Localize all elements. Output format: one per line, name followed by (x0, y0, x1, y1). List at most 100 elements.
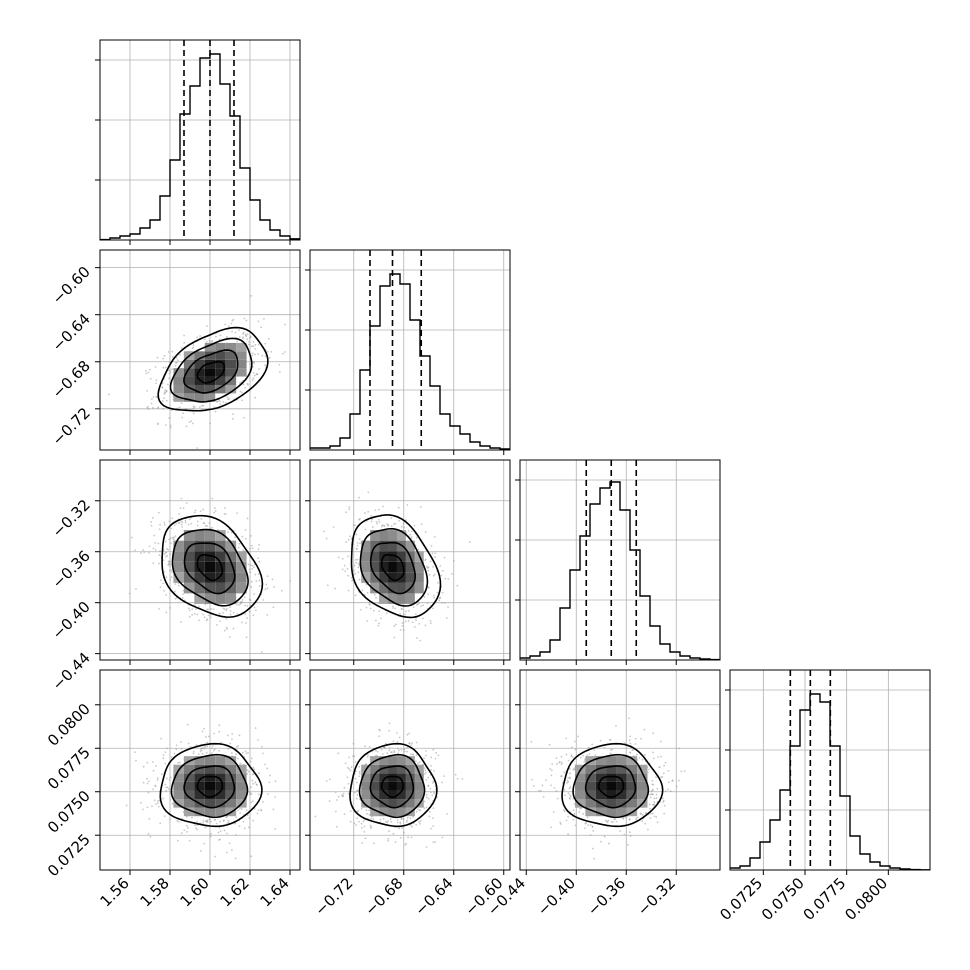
scatter-point (628, 717, 631, 720)
density-cell (204, 572, 216, 583)
scatter-point (250, 801, 253, 804)
scatter-point (153, 799, 156, 802)
scatter-point (258, 772, 260, 775)
scatter-point (530, 740, 533, 743)
scatter-point (142, 808, 144, 811)
density-cell (173, 773, 184, 782)
scatter-point (675, 785, 678, 788)
scatter-point (350, 576, 353, 579)
scatter-point (364, 837, 367, 840)
scatter-point (444, 577, 447, 580)
scatter-point (196, 613, 199, 616)
density-cell (194, 790, 205, 800)
contour-line (159, 742, 263, 828)
scatter-point (563, 789, 566, 791)
density-cell (595, 764, 607, 774)
scatter-point (343, 786, 346, 789)
scatter-point (155, 764, 157, 767)
density-cell (183, 393, 195, 402)
scatter-point (385, 612, 388, 615)
scatter-point (252, 773, 255, 775)
histogram-step (520, 481, 720, 661)
scatter-point (173, 752, 176, 755)
scatter-point (134, 549, 137, 552)
scatter-point (163, 392, 166, 395)
scatter-point (423, 772, 426, 775)
scatter-point (187, 742, 190, 745)
scatter-point (258, 543, 260, 546)
density-cell (225, 790, 237, 800)
density-cell (388, 530, 397, 541)
scatter-point (174, 583, 177, 585)
density-cell (215, 764, 226, 774)
scatter-point (163, 570, 166, 573)
scatter-point (214, 509, 217, 512)
scatter-point (192, 752, 195, 755)
contour-line (359, 527, 429, 607)
density-cell (204, 764, 216, 774)
scatter-point (181, 521, 184, 524)
density-cell (396, 799, 406, 808)
scatter-point (365, 809, 368, 811)
scatter-point (198, 619, 201, 622)
scatter-point (652, 757, 655, 760)
scatter-point (635, 818, 637, 821)
scatter-point (159, 586, 162, 589)
scatter-point (425, 806, 428, 809)
scatter-point (563, 771, 566, 774)
density-cell (183, 790, 195, 800)
density-cell (388, 773, 397, 782)
scatter-point (171, 350, 174, 353)
scatter-point (229, 610, 232, 612)
density-cell (370, 551, 380, 562)
density-cell (405, 540, 415, 552)
scatter-point (367, 491, 370, 494)
scatter-point (242, 820, 245, 823)
scatter-point (428, 573, 431, 576)
scatter-point (456, 584, 459, 587)
scatter-point (284, 323, 287, 326)
density-cell (194, 572, 205, 583)
scatter-point (567, 792, 570, 795)
scatter-point (164, 783, 167, 786)
scatter-point (643, 753, 646, 756)
scatter-point (208, 339, 211, 342)
scatter-point (239, 812, 242, 814)
scatter-point (250, 793, 253, 796)
scatter-point (634, 743, 637, 745)
scatter-point (582, 812, 584, 815)
density-cell (236, 551, 247, 562)
scatter-point (388, 749, 391, 752)
scatter-point (372, 609, 375, 612)
scatter-point (156, 423, 159, 426)
density-cell (194, 561, 205, 573)
scatter-point (400, 748, 403, 751)
scatter-point (209, 341, 211, 344)
scatter-point (173, 524, 176, 527)
density-cell (204, 773, 216, 782)
scatter-point (612, 821, 614, 823)
scatter-point (182, 593, 185, 596)
scatter-point (560, 775, 563, 777)
scatter-point (435, 751, 438, 754)
scatter-point (226, 815, 229, 818)
scatter-point (177, 761, 180, 764)
scatter-point (248, 598, 251, 601)
scatter-point (248, 610, 251, 613)
scatter-point (146, 761, 149, 764)
scatter-point (368, 809, 371, 812)
scatter-point (248, 793, 251, 796)
scatter-point (215, 400, 218, 403)
scatter-point (178, 512, 181, 515)
scatter-point (626, 843, 629, 846)
scatter-point (145, 372, 148, 375)
scatter-point (607, 842, 610, 845)
contour-line (169, 337, 253, 403)
scatter-point (177, 584, 180, 587)
scatter-point (558, 761, 561, 764)
density-cell (626, 790, 638, 800)
scatter-point (162, 582, 165, 585)
contour-line (350, 514, 442, 619)
scatter-point (228, 397, 231, 400)
scatter-point (641, 813, 644, 816)
